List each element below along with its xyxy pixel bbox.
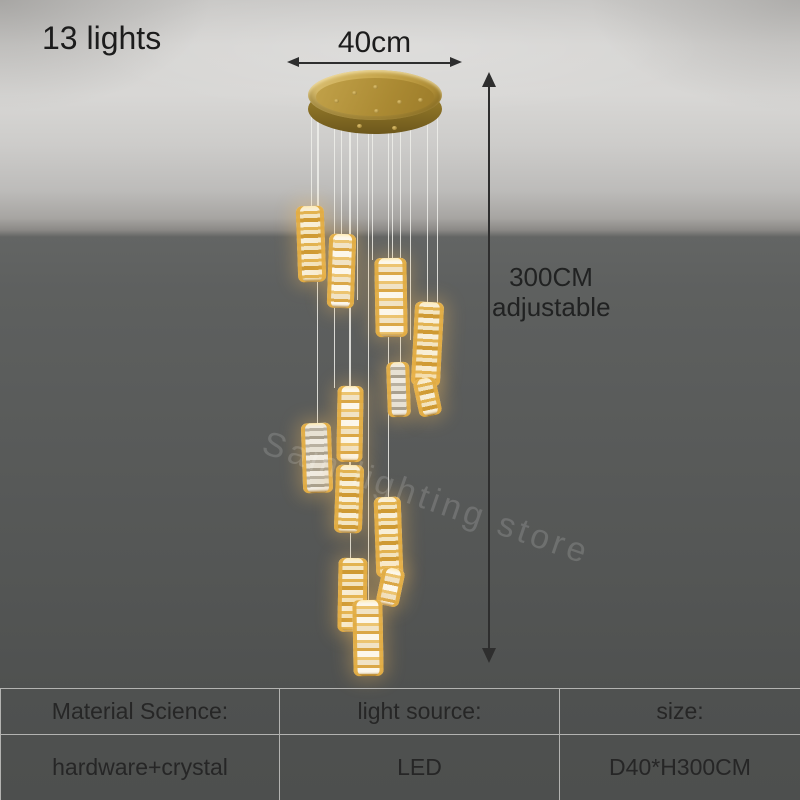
pendant-wire — [392, 118, 393, 260]
dimension-line — [295, 62, 454, 64]
height-adjustable-text: adjustable — [492, 292, 611, 322]
height-value: 300CM — [509, 262, 593, 292]
canopy-screw — [373, 85, 378, 89]
height-dimension-arrow — [482, 72, 496, 663]
dimension-line — [488, 84, 490, 650]
canopy-screw — [357, 124, 362, 128]
pendant-wire — [357, 118, 358, 300]
spec-table: Material Science: light source: size: ha… — [0, 688, 800, 800]
pendant-wire — [437, 112, 438, 330]
arrowhead-up-icon — [482, 72, 496, 87]
pendant-wire — [341, 116, 342, 236]
pendant-wire — [427, 112, 428, 304]
crystal-pendant — [300, 422, 334, 494]
arrowhead-right-icon — [450, 57, 462, 67]
spec-header-light-source: light source: — [280, 689, 560, 735]
crystal-pendant — [333, 464, 365, 534]
spec-value-light-source: LED — [280, 735, 560, 800]
canopy-screw — [418, 98, 423, 102]
pendant-wire — [311, 112, 312, 208]
crystal-pendant — [410, 301, 445, 387]
crystal-pendant — [326, 233, 357, 309]
pendant-wire — [372, 120, 373, 260]
canopy-screw — [397, 100, 402, 104]
canopy-screw — [374, 109, 379, 113]
crystal-pendant — [373, 496, 404, 578]
spec-value-material: hardware+crystal — [1, 735, 280, 800]
spec-header-material: Material Science: — [1, 689, 280, 735]
canopy-screw — [392, 126, 397, 130]
pendant-wire — [400, 116, 401, 364]
canopy-screw — [334, 99, 339, 103]
canopy-screw — [352, 91, 357, 95]
lights-count-label: 13 lights — [42, 20, 162, 56]
crystal-pendant — [386, 361, 411, 418]
width-dimension-arrow — [287, 57, 462, 67]
arrowhead-left-icon — [287, 57, 299, 67]
pendant-wire — [350, 120, 351, 560]
pendant-wire — [410, 114, 411, 340]
spec-value-size: D40*H300CM — [560, 735, 800, 800]
crystal-pendant — [295, 205, 327, 283]
spec-header-size: size: — [560, 689, 800, 735]
crystal-pendant — [374, 257, 408, 338]
pendant-wire — [318, 112, 319, 210]
width-dimension-label: 40cm — [337, 26, 412, 59]
pendant-wire — [368, 120, 369, 602]
arrowhead-down-icon — [482, 648, 496, 663]
crystal-pendant — [352, 599, 384, 677]
height-dimension-label: 300CM adjustable — [492, 262, 611, 322]
crystal-pendant — [336, 385, 364, 463]
